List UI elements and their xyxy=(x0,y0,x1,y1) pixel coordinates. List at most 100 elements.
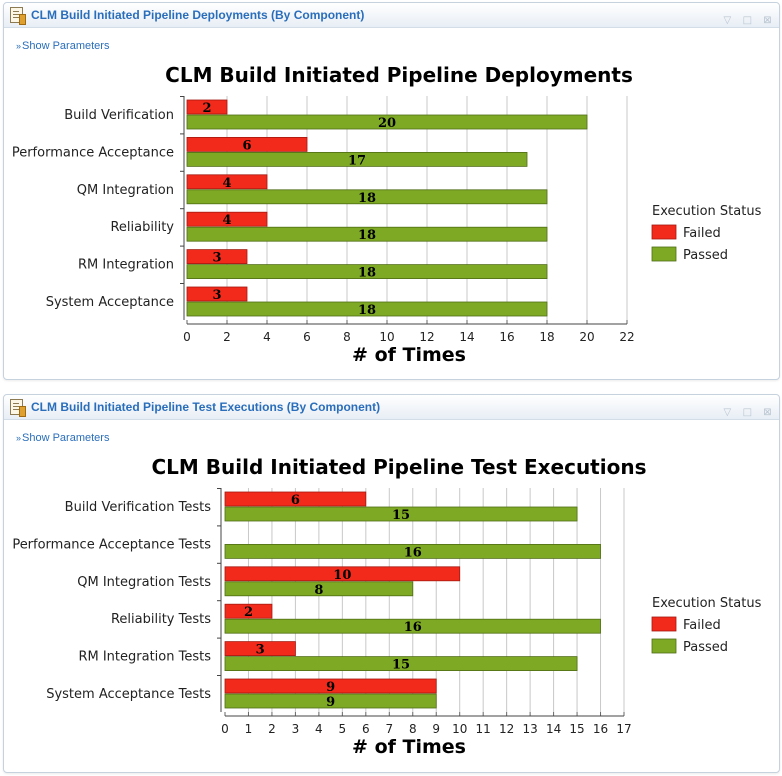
x-tick-label: 5 xyxy=(339,722,347,736)
x-tick-label: 6 xyxy=(362,722,370,736)
x-tick-label: 16 xyxy=(499,330,514,344)
data-label: 8 xyxy=(314,583,323,598)
legend-label: Passed xyxy=(683,640,728,655)
show-parameters-link[interactable]: »Show Parameters xyxy=(16,432,109,444)
data-label: 18 xyxy=(358,228,376,243)
test-executions-chart: CLM Build Initiated Pipeline Test Execut… xyxy=(12,455,762,758)
data-label: 3 xyxy=(256,643,265,658)
chevron-double-down-icon: » xyxy=(16,433,22,443)
chart-title: CLM Build Initiated Pipeline Deployments xyxy=(165,63,633,87)
failed-bar xyxy=(224,491,367,507)
legend-label: Failed xyxy=(683,226,721,241)
x-tick-label: 14 xyxy=(546,722,561,736)
data-label: 2 xyxy=(244,605,253,620)
x-tick-label: 0 xyxy=(183,330,191,344)
x-tick-label: 4 xyxy=(315,722,323,736)
passed-bar xyxy=(186,151,528,167)
x-tick-label: 17 xyxy=(616,722,631,736)
x-tick-label: 4 xyxy=(263,330,271,344)
legend-label: Failed xyxy=(683,618,721,633)
category-label: System Acceptance xyxy=(46,295,174,310)
x-tick-label: 12 xyxy=(499,722,514,736)
x-tick-label: 2 xyxy=(223,330,231,344)
widget-title-bar: CLM Build Initiated Pipeline Deployments… xyxy=(4,3,779,28)
category-label: QM Integration xyxy=(77,183,174,198)
data-label: 6 xyxy=(291,493,300,508)
passed-bar xyxy=(224,543,601,559)
data-label: 3 xyxy=(212,251,221,266)
passed-bar xyxy=(224,618,601,634)
data-label: 18 xyxy=(358,191,376,206)
x-tick-label: 12 xyxy=(419,330,434,344)
report-icon xyxy=(10,399,26,417)
legend-label: Passed xyxy=(683,248,728,263)
x-tick-label: 7 xyxy=(385,722,393,736)
passed-bar xyxy=(186,264,548,280)
x-tick-label: 9 xyxy=(432,722,440,736)
failed-bar xyxy=(186,286,248,302)
deployments-chart: CLM Build Initiated Pipeline Deployments… xyxy=(12,63,762,366)
maximize-icon[interactable]: □ xyxy=(742,15,753,26)
legend-title: Execution Status xyxy=(652,204,762,219)
data-label: 9 xyxy=(326,695,335,710)
category-label: RM Integration Tests xyxy=(78,650,211,665)
x-tick-label: 10 xyxy=(452,722,467,736)
category-label: Reliability xyxy=(110,220,174,235)
passed-bar xyxy=(186,114,588,130)
widget-title-bar: CLM Build Initiated Pipeline Test Execut… xyxy=(4,395,779,420)
show-parameters-label: Show Parameters xyxy=(22,432,110,444)
passed-bar xyxy=(224,581,414,597)
data-label: 9 xyxy=(326,680,335,695)
x-tick-label: 20 xyxy=(579,330,594,344)
category-label: Reliability Tests xyxy=(111,612,211,627)
x-tick-label: 13 xyxy=(522,722,537,736)
data-label: 20 xyxy=(378,116,396,131)
failed-bar xyxy=(186,211,268,227)
show-parameters-link[interactable]: »Show Parameters xyxy=(16,40,109,52)
data-label: 2 xyxy=(202,101,211,116)
chevron-double-down-icon: » xyxy=(16,41,22,51)
failed-bar xyxy=(186,136,308,152)
x-tick-label: 15 xyxy=(569,722,584,736)
collapse-icon[interactable]: ▽ xyxy=(723,15,732,26)
x-tick-label: 0 xyxy=(221,722,229,736)
data-label: 4 xyxy=(222,213,231,228)
failed-bar xyxy=(186,249,248,265)
data-label: 16 xyxy=(404,620,422,635)
data-label: 15 xyxy=(392,508,410,523)
x-axis-title: # of Times xyxy=(352,736,466,758)
legend-swatch-failed xyxy=(651,616,677,632)
data-label: 18 xyxy=(358,266,376,281)
chart-title: CLM Build Initiated Pipeline Test Execut… xyxy=(152,455,647,479)
x-tick-label: 16 xyxy=(593,722,608,736)
x-tick-label: 22 xyxy=(619,330,634,344)
legend-swatch-failed xyxy=(651,224,677,240)
data-label: 3 xyxy=(212,288,221,303)
failed-bar xyxy=(224,566,461,582)
data-label: 6 xyxy=(242,138,251,153)
close-icon[interactable]: ⊠ xyxy=(763,407,772,418)
x-tick-label: 14 xyxy=(459,330,474,344)
maximize-icon[interactable]: □ xyxy=(742,407,753,418)
x-tick-label: 10 xyxy=(379,330,394,344)
category-label: Build Verification xyxy=(64,108,174,123)
data-label: 18 xyxy=(358,303,376,318)
passed-bar xyxy=(224,506,578,522)
data-label: 17 xyxy=(348,153,366,168)
data-label: 10 xyxy=(333,568,351,583)
collapse-icon[interactable]: ▽ xyxy=(723,407,732,418)
widget-title[interactable]: CLM Build Initiated Pipeline Deployments… xyxy=(31,8,365,22)
failed-bar xyxy=(186,174,268,190)
legend-title: Execution Status xyxy=(652,596,762,611)
data-label: 15 xyxy=(392,658,410,673)
x-tick-label: 6 xyxy=(303,330,311,344)
deployments-widget: CLM Build Initiated Pipeline Deployments… xyxy=(3,2,780,380)
x-tick-label: 18 xyxy=(539,330,554,344)
passed-bar xyxy=(224,656,578,672)
x-tick-label: 8 xyxy=(409,722,417,736)
close-icon[interactable]: ⊠ xyxy=(763,15,772,26)
legend-swatch-passed xyxy=(651,246,677,262)
category-label: System Acceptance Tests xyxy=(46,687,211,702)
widget-title[interactable]: CLM Build Initiated Pipeline Test Execut… xyxy=(31,400,381,414)
category-label: QM Integration Tests xyxy=(77,575,211,590)
